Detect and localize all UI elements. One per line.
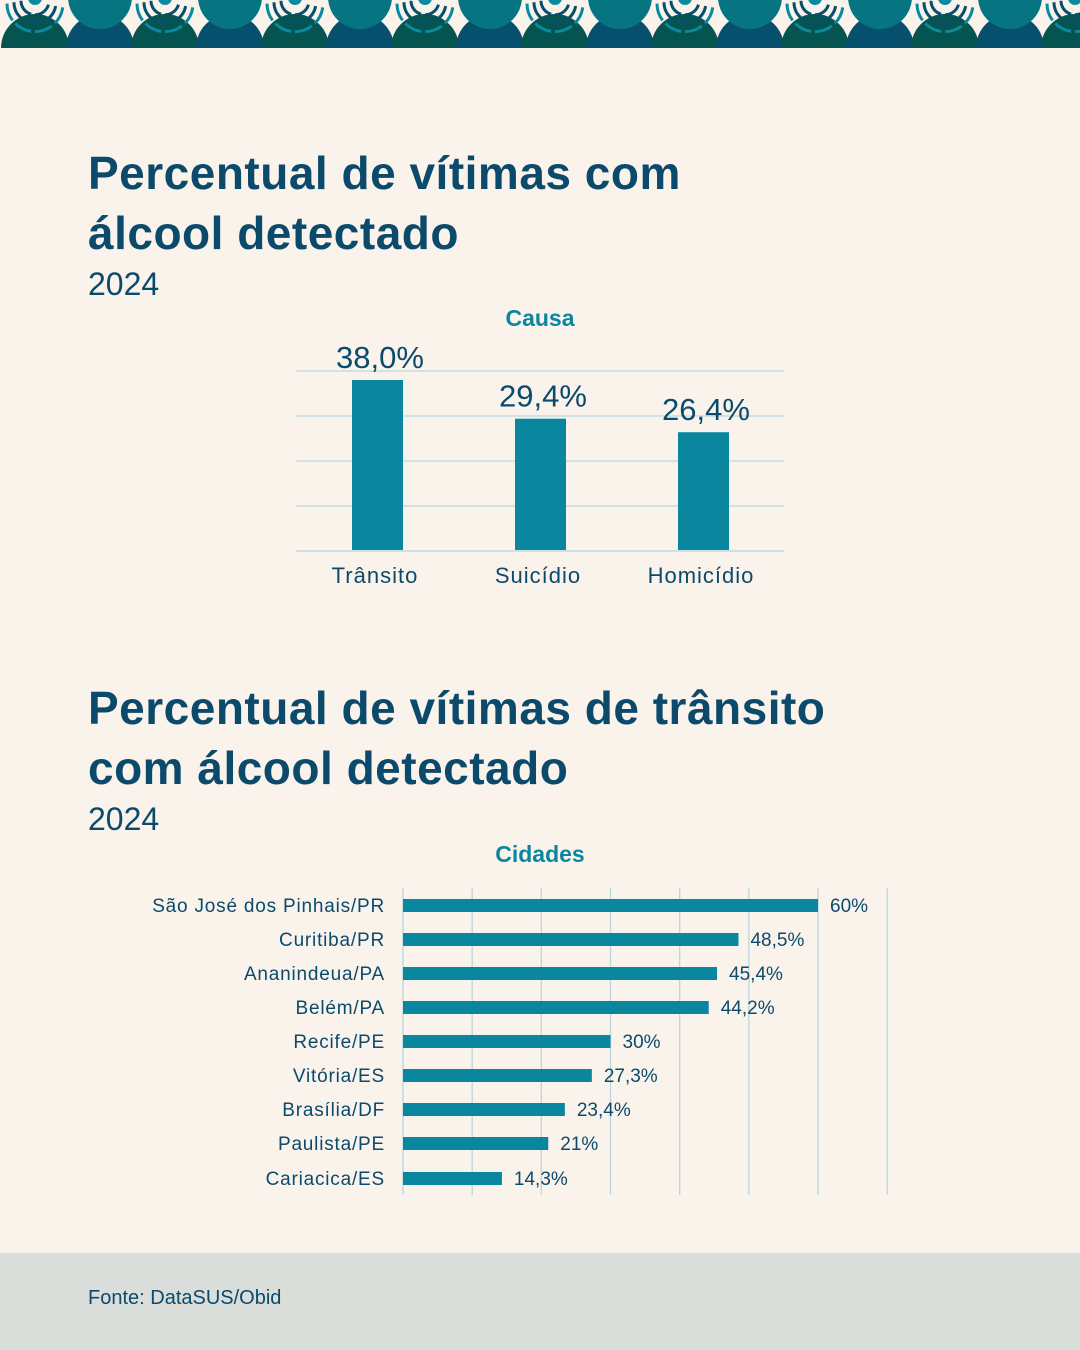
concentric-arc-icon — [158, 0, 172, 5]
concentric-arc-icon — [669, 0, 701, 17]
concentric-arc-icon — [785, 3, 845, 34]
concentric-arc-icon — [149, 0, 181, 17]
concentric-arc-icon — [272, 2, 318, 25]
category-label: Recife/PE — [293, 1032, 385, 1053]
concentric-arc-icon — [5, 3, 65, 34]
category-label: Vitória/ES — [293, 1066, 385, 1087]
category-label: Curitiba/PR — [279, 930, 385, 951]
concentric-arc-icon — [525, 3, 585, 34]
concentric-arc-icon — [938, 0, 952, 5]
chart2-bar-chart: 60% São José dos Pinhais/PR 48,5% Curitiba/… — [152, 888, 888, 1195]
data-label: 45,4% — [729, 964, 783, 985]
bar-São José dos Pinhais/PR — [403, 899, 819, 912]
concentric-arc-icon — [1045, 3, 1080, 34]
concentric-arc-icon — [288, 0, 302, 5]
concentric-arc-icon — [279, 0, 311, 17]
chart1-title: Percentual de vítimas com álcool detectad… — [88, 147, 681, 259]
footer: Fonte: DataSUS/Obid — [0, 1253, 1080, 1350]
category-label: Suicídio — [495, 563, 581, 588]
bar-Homicídio — [678, 432, 729, 551]
chart2-subtitle: 2024 — [88, 801, 160, 837]
semicircle-shape — [131, 14, 199, 49]
concentric-arc-icon — [548, 0, 562, 5]
circle-shape — [198, 0, 262, 29]
semicircle-shape — [521, 14, 589, 48]
bar-Ananindeua/PA — [403, 967, 718, 980]
concentric-arc-icon — [792, 2, 838, 25]
data-label: 38,0% — [336, 340, 424, 375]
concentric-arc-icon — [265, 3, 325, 34]
concentric-arc-icon — [1068, 0, 1080, 5]
concentric-arc-icon — [922, 2, 968, 25]
concentric-arc-icon — [1059, 0, 1080, 17]
concentric-arc-icon — [19, 0, 51, 17]
circle-shape — [978, 0, 1042, 29]
category-label: Cariacica/ES — [266, 1169, 385, 1190]
bar-Belém/PA — [403, 1001, 709, 1014]
chart2-legend-title: Cidades — [495, 841, 585, 867]
bar-Brasília/DF — [403, 1103, 565, 1116]
decorative-pattern — [1, 0, 1080, 49]
concentric-arc-icon — [135, 3, 195, 34]
bar-Paulista/PE — [403, 1137, 549, 1150]
bar-Cariacica/ES — [403, 1172, 502, 1185]
bar-Curitiba/PR — [403, 933, 739, 946]
circle-shape — [848, 0, 912, 29]
chart2-title: Percentual de vítimas de trânsito com álc… — [88, 682, 826, 794]
circle-shape — [718, 0, 782, 29]
bar-Recife/PE — [403, 1035, 611, 1048]
semicircle-shape — [391, 14, 459, 48]
circle-shape — [588, 0, 652, 29]
category-label: São José dos Pinhais/PR — [152, 896, 385, 917]
bar-Suicídio — [515, 418, 566, 551]
chart1-bar-chart: 38,0% Trânsito 29,4% Suicídio 26,4% Homicídio — [296, 340, 784, 588]
category-label: Brasília/DF — [282, 1100, 385, 1121]
concentric-arc-icon — [929, 0, 961, 17]
concentric-arc-icon — [418, 0, 432, 5]
concentric-arc-icon — [539, 0, 571, 17]
circle-shape — [328, 0, 392, 29]
data-label: 27,3% — [604, 1066, 658, 1087]
chart1-subtitle: 2024 — [88, 266, 160, 302]
concentric-arc-icon — [402, 2, 448, 25]
category-label: Trânsito — [332, 563, 419, 588]
semicircle-shape — [261, 14, 329, 48]
data-label: 60% — [830, 896, 868, 917]
concentric-arc-icon — [808, 0, 822, 5]
concentric-arc-icon — [662, 2, 708, 25]
concentric-arc-icon — [1052, 2, 1080, 25]
circle-shape — [458, 0, 522, 29]
data-label: 23,4% — [577, 1100, 631, 1121]
source-text: Fonte: DataSUS/Obid — [88, 1287, 282, 1309]
bar-Vitória/ES — [403, 1069, 592, 1082]
concentric-arc-icon — [915, 3, 975, 34]
data-label: 26,4% — [662, 392, 750, 427]
concentric-arc-icon — [532, 2, 578, 25]
concentric-arc-icon — [142, 2, 188, 25]
semicircle-shape — [911, 14, 979, 48]
concentric-arc-icon — [799, 0, 831, 17]
data-label: 14,3% — [514, 1169, 568, 1190]
chart1-legend-title: Causa — [505, 305, 575, 331]
concentric-arc-icon — [12, 2, 58, 25]
bar-Trânsito — [352, 380, 403, 551]
semicircle-shape — [651, 14, 719, 48]
category-label: Belém/PA — [296, 998, 385, 1019]
concentric-arc-icon — [409, 0, 441, 17]
data-label: 44,2% — [721, 998, 775, 1019]
data-label: 29,4% — [499, 379, 587, 414]
category-label: Paulista/PE — [278, 1134, 385, 1155]
data-label: 48,5% — [750, 930, 804, 951]
concentric-arc-icon — [28, 0, 42, 5]
data-label: 30% — [623, 1032, 661, 1053]
concentric-arc-icon — [678, 0, 692, 5]
category-label: Ananindeua/PA — [244, 964, 385, 985]
category-label: Homicídio — [648, 563, 755, 588]
circle-shape — [68, 0, 132, 29]
concentric-arc-icon — [395, 3, 455, 34]
data-label: 21% — [560, 1134, 598, 1155]
semicircle-shape — [781, 14, 849, 48]
concentric-arc-icon — [655, 3, 715, 34]
semicircle-shape — [1, 14, 69, 48]
